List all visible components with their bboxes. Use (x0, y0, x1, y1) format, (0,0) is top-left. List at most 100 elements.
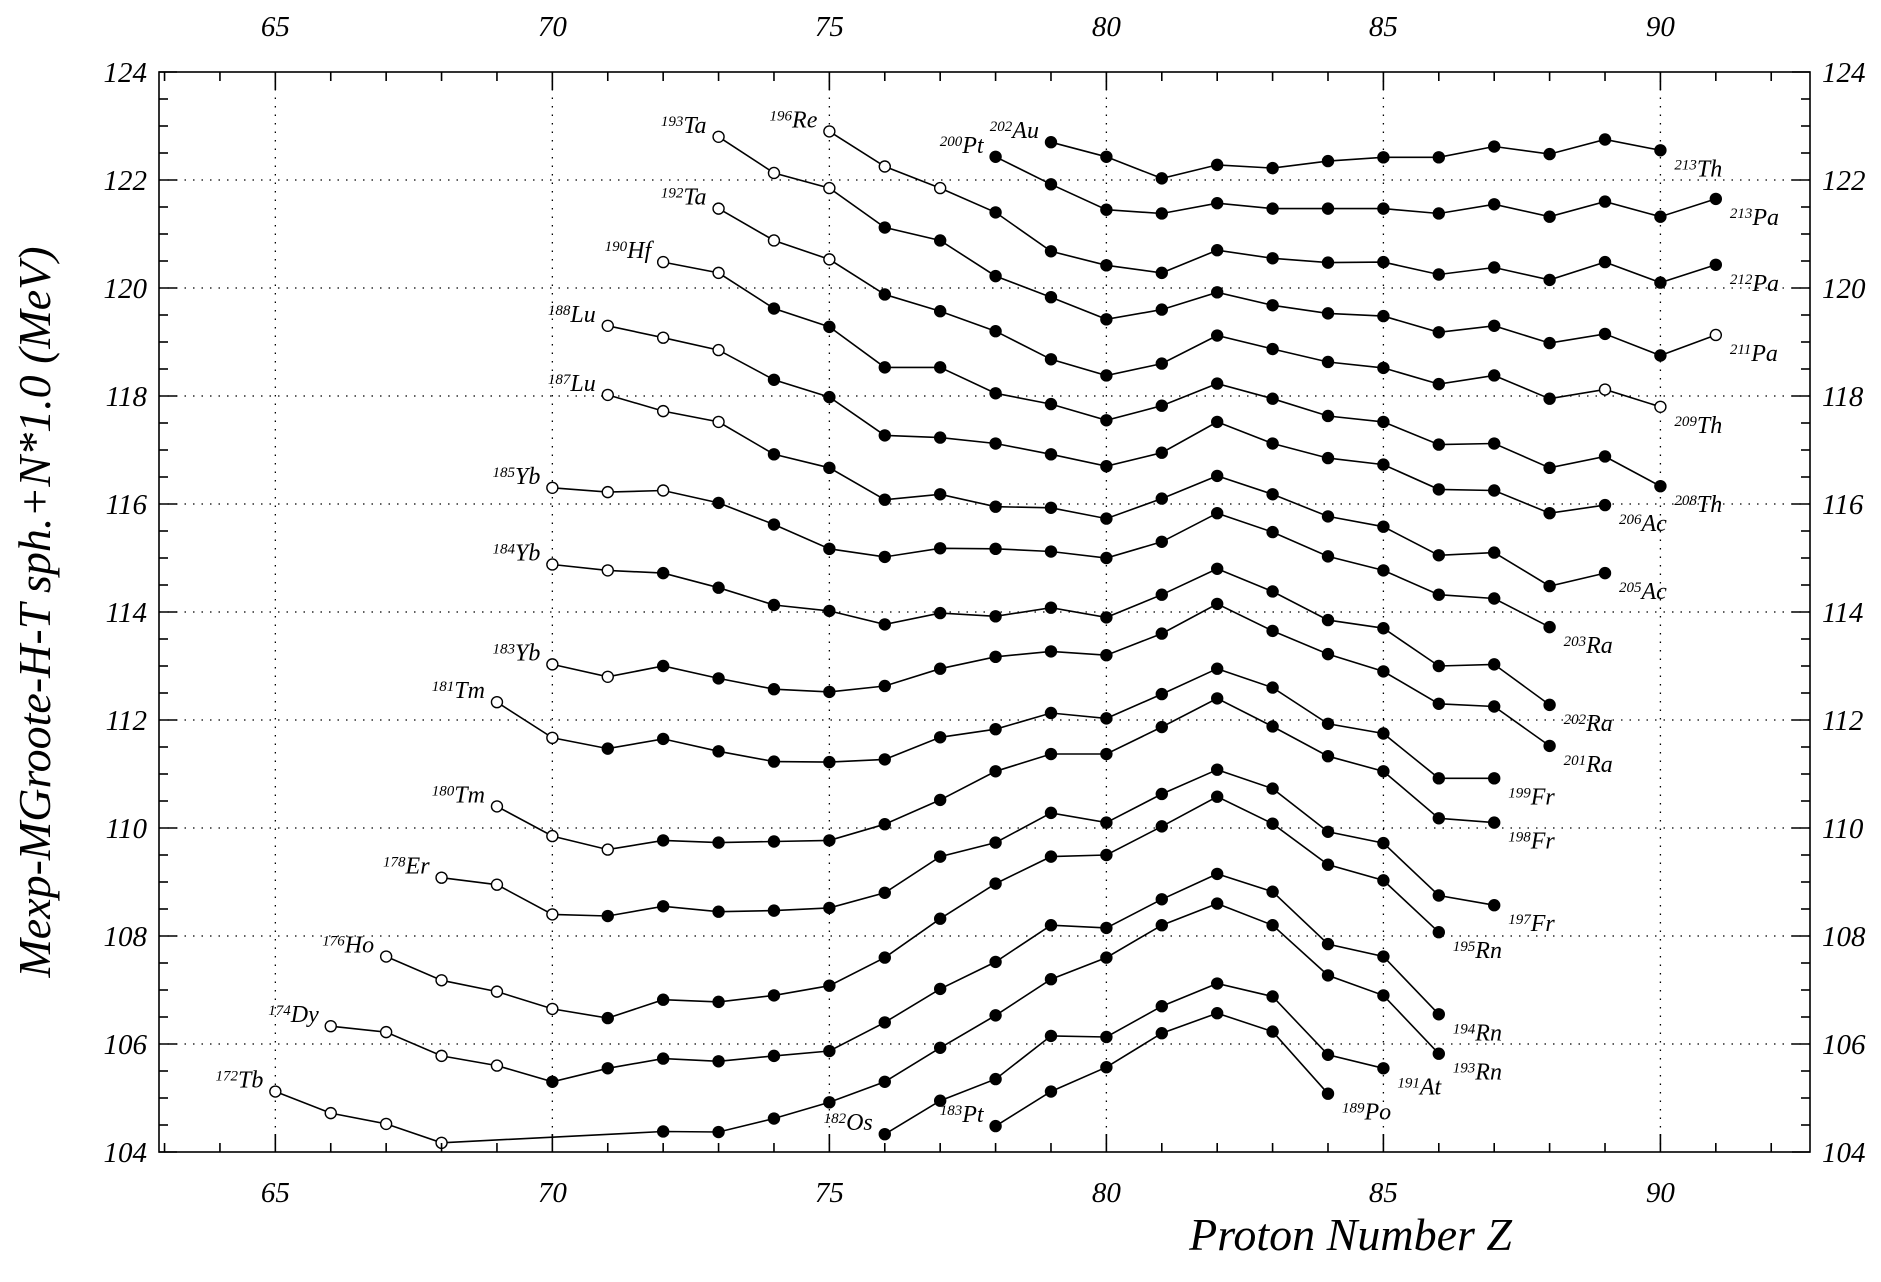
x-tick-label-top: 75 (815, 11, 844, 43)
y-tick-label-right: 122 (1822, 165, 1866, 197)
isotope-mass-number: 202 (1564, 712, 1587, 728)
data-point-filled (1210, 562, 1224, 575)
data-point-filled (1432, 483, 1446, 496)
isotope-chain-series (712, 130, 1723, 362)
data-point-filled (1210, 243, 1224, 257)
data-point-filled (989, 1119, 1002, 1133)
isotope-mass-number: 181 (432, 679, 455, 695)
data-point-filled (933, 361, 947, 374)
series-line (718, 207, 1661, 408)
data-point-open (656, 404, 670, 418)
isotope-symbol: Yb (515, 540, 540, 566)
data-point-filled (656, 993, 670, 1006)
data-point-filled (1377, 727, 1390, 740)
data-point-filled (1210, 329, 1224, 342)
isotope-mass-number: 203 (1564, 634, 1587, 650)
data-point-filled (933, 662, 947, 675)
data-point-filled (1100, 369, 1113, 382)
data-point-filled (712, 1055, 725, 1068)
isotope-mass-number: 174 (268, 1003, 291, 1019)
data-point-filled (1321, 613, 1335, 627)
data-point-filled (767, 448, 781, 461)
data-point-filled (1155, 1000, 1168, 1013)
isotope-chain-series (269, 897, 1446, 1150)
isotope-symbol: Tm (454, 782, 485, 808)
data-point-filled (767, 302, 781, 315)
data-point-filled (1488, 261, 1501, 274)
data-point-filled (1321, 647, 1335, 661)
isotope-mass-number: 183 (492, 642, 515, 658)
isotope-chain-series (989, 1007, 1335, 1133)
data-point-open (490, 800, 504, 813)
data-point-filled (823, 834, 836, 847)
data-point-filled (1266, 1025, 1279, 1038)
isotope-mass-number: 213 (1674, 158, 1697, 174)
series-line (441, 768, 1495, 917)
isotope-chain-series (601, 319, 1612, 520)
isotope-mass-number: 200 (940, 134, 963, 150)
data-point-filled (1210, 790, 1224, 803)
data-point-filled (767, 518, 781, 531)
data-point-filled (1044, 645, 1058, 658)
data-point-filled (1266, 252, 1279, 265)
data-point-filled (989, 269, 1002, 283)
data-point-filled (1321, 1087, 1335, 1100)
data-point-filled (712, 905, 725, 918)
data-point-filled (1432, 151, 1446, 164)
data-point-filled (1210, 662, 1224, 675)
data-point-filled (1044, 178, 1058, 191)
data-point-open (324, 1019, 337, 1033)
data-point-open (546, 731, 559, 745)
data-point-filled (767, 683, 781, 696)
data-point-filled (1432, 659, 1446, 673)
isotope-chain-series (490, 662, 1501, 785)
isotope-label: 193Ta (661, 113, 707, 139)
data-point-filled (823, 604, 836, 618)
data-point-filled (1488, 816, 1501, 829)
data-point-filled (1210, 415, 1224, 429)
isotope-mass-number: 205 (1619, 580, 1642, 596)
data-point-filled (1543, 461, 1556, 475)
data-point-filled (1210, 692, 1224, 705)
data-point-filled (1266, 919, 1279, 932)
data-point-filled (1488, 772, 1501, 785)
data-point-filled (712, 1125, 725, 1139)
data-point-filled (1266, 342, 1279, 356)
data-point-filled (933, 982, 947, 996)
data-point-filled (1210, 158, 1224, 172)
isotope-symbol: Po (1363, 1100, 1391, 1126)
y-tick-label: 118 (106, 381, 148, 413)
data-point-filled (1321, 451, 1335, 465)
data-point-open (546, 908, 559, 921)
data-point-filled (1432, 926, 1446, 939)
data-point-filled (1654, 276, 1667, 289)
isotope-label: 185Yb (492, 464, 540, 490)
isotope-label: 196Re (770, 107, 818, 133)
data-point-filled (1377, 309, 1390, 323)
isotope-label: 197Fr (1508, 911, 1555, 937)
isotope-label: 201Ra (1564, 752, 1613, 778)
data-point-filled (1543, 739, 1556, 753)
data-point-filled (989, 150, 1002, 163)
data-point-filled (878, 1075, 891, 1089)
data-point-filled (878, 951, 891, 964)
isotope-label: 195Rn (1453, 938, 1502, 964)
data-point-filled (1210, 597, 1224, 611)
isotope-label: 206Ac (1619, 511, 1667, 537)
data-point-filled (1598, 327, 1612, 341)
data-point-filled (712, 836, 725, 849)
data-point-filled (1543, 336, 1556, 350)
data-point-filled (1155, 687, 1168, 701)
data-point-filled (1598, 133, 1612, 146)
data-point-open (656, 331, 670, 344)
data-point-filled (823, 901, 836, 915)
data-point-filled (1155, 820, 1168, 833)
data-point-filled (767, 904, 781, 917)
data-point-filled (1654, 210, 1667, 223)
data-point-filled (1100, 951, 1113, 964)
isotope-mass-number: 193 (1453, 1061, 1476, 1077)
isotope-mass-number: 199 (1508, 786, 1531, 802)
y-tick-label-right: 110 (1822, 813, 1864, 845)
data-point-filled (656, 732, 670, 746)
isotope-symbol: Pa (1751, 271, 1779, 297)
